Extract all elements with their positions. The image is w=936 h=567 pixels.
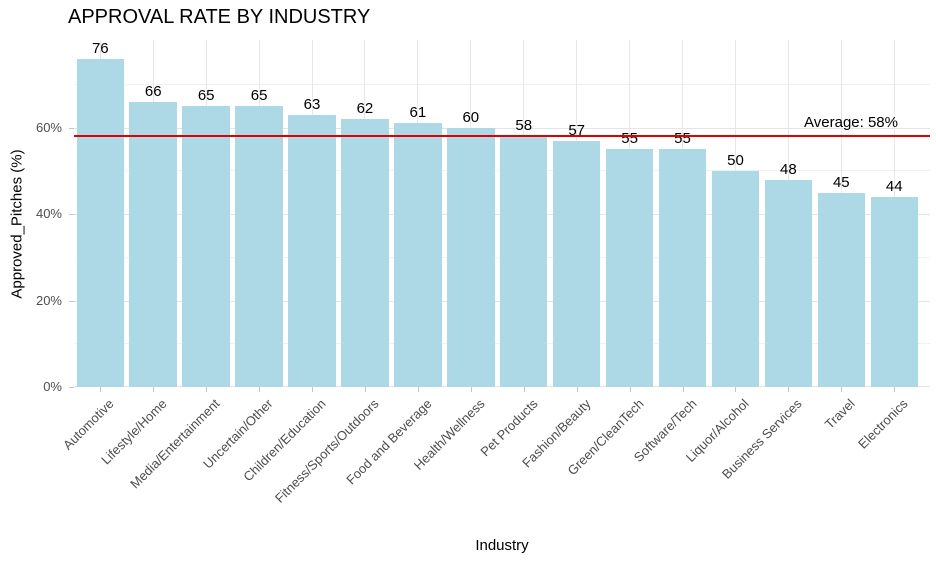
bar-value-label: 55 xyxy=(674,130,691,148)
bar-value-label: 58 xyxy=(515,117,533,135)
bar-value-label: 65 xyxy=(197,87,215,105)
bar xyxy=(235,106,283,387)
bar-value-label: 76 xyxy=(91,39,109,57)
y-tick-label: 40% xyxy=(35,206,62,222)
x-tick-mark xyxy=(206,387,208,392)
y-tick-label: 60% xyxy=(35,119,62,135)
bar xyxy=(341,119,389,387)
bar-value-label: 48 xyxy=(780,160,797,178)
bar-value-label: 55 xyxy=(621,130,638,148)
bar xyxy=(552,140,601,387)
major-gridline xyxy=(74,127,930,129)
x-tick-mark xyxy=(523,387,525,392)
x-tick-mark xyxy=(259,387,261,392)
x-tick-mark xyxy=(312,387,314,392)
y-tick-mark xyxy=(69,214,74,216)
bar-value-label: 44 xyxy=(885,177,903,195)
bar-value-label: 50 xyxy=(727,151,744,169)
x-tick-mark xyxy=(629,387,631,392)
x-tick-mark xyxy=(788,387,790,392)
bar-value-label: 66 xyxy=(144,82,162,100)
y-axis: 0% 20% 40% 60% xyxy=(0,40,74,394)
average-line xyxy=(74,135,930,138)
y-tick-label: 20% xyxy=(35,292,62,308)
bar-value-label: 63 xyxy=(303,95,321,113)
x-tick-mark xyxy=(364,387,366,392)
bar xyxy=(447,127,495,387)
x-tick-mark xyxy=(682,387,684,392)
x-tick-mark xyxy=(153,387,155,392)
x-tick-mark xyxy=(735,387,737,392)
x-tick-mark xyxy=(417,387,419,392)
x-axis-title: Industry xyxy=(475,537,529,554)
bar-value-label: 65 xyxy=(250,87,268,105)
bar-value-label: 60 xyxy=(462,108,480,126)
y-tick-mark xyxy=(69,300,74,302)
x-tick-mark xyxy=(894,387,896,392)
bar xyxy=(499,136,548,387)
bar-value-label: 62 xyxy=(356,100,374,118)
bar-value-label: 57 xyxy=(568,121,585,139)
bar xyxy=(711,170,760,387)
minor-gridline xyxy=(74,84,930,85)
x-axis: Automotive Lifestyle/Home Media/Entertainm… xyxy=(60,387,930,537)
chart-title: APPROVAL RATE BY INDUSTRY xyxy=(68,6,371,28)
y-tick-mark xyxy=(69,387,74,388)
plot-panel: 76 66 65 65 63 62 61 60 58 57 55 55 50 48 45 44 Average:… xyxy=(74,40,930,387)
bar xyxy=(870,196,918,387)
x-tick-mark xyxy=(841,387,843,392)
bar xyxy=(129,101,177,387)
y-tick-label: 0% xyxy=(43,379,62,394)
x-tick-mark xyxy=(576,387,578,392)
average-line-label: Average: 58% xyxy=(804,114,898,132)
bar xyxy=(394,123,442,387)
x-tick-mark xyxy=(470,387,472,392)
bar xyxy=(605,149,654,387)
bar xyxy=(288,114,336,387)
bar xyxy=(658,149,707,387)
bar xyxy=(76,58,125,387)
y-tick-mark xyxy=(69,127,74,129)
bar-value-label: 61 xyxy=(409,104,427,122)
bar xyxy=(182,106,230,387)
bar-value-label: 45 xyxy=(832,173,850,191)
bar xyxy=(817,192,866,387)
x-tick-mark xyxy=(100,387,102,392)
bar xyxy=(764,179,813,387)
